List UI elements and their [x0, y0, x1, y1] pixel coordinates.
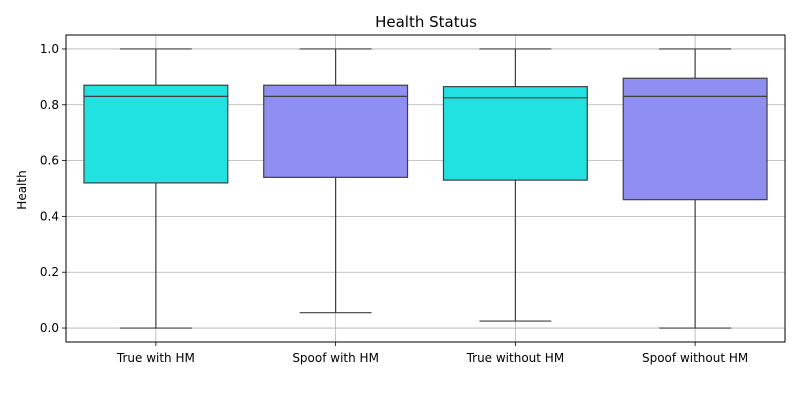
- axis-layer: 0.0 0.2 0.4 0.6 0.8 1.0 True with HM Spoof with…: [40, 42, 748, 365]
- x-tick-label: True without HM: [466, 351, 565, 365]
- box: [622, 77, 768, 201]
- chart-title: Health Status: [375, 13, 477, 31]
- box-group: [83, 48, 229, 329]
- y-tick-label: 0.8: [40, 98, 59, 112]
- box: [442, 86, 588, 181]
- box: [83, 84, 229, 184]
- box-layer: [83, 48, 768, 329]
- x-tick-label: Spoof with HM: [292, 351, 379, 365]
- y-tick-label: 0.2: [40, 265, 59, 279]
- y-axis-label: Health: [15, 170, 29, 209]
- y-tick-label: 0.4: [40, 209, 59, 223]
- y-tick-label: 0.6: [40, 154, 59, 168]
- box-group: [622, 48, 768, 329]
- box: [263, 84, 409, 178]
- plot-frame: [65, 34, 786, 343]
- y-tick-label: 0.0: [40, 321, 59, 335]
- box-group: [263, 48, 409, 314]
- x-tick-label: Spoof without HM: [642, 351, 748, 365]
- box-group: [442, 48, 588, 322]
- x-tick-label: True with HM: [116, 351, 195, 365]
- y-tick-label: 1.0: [40, 42, 59, 56]
